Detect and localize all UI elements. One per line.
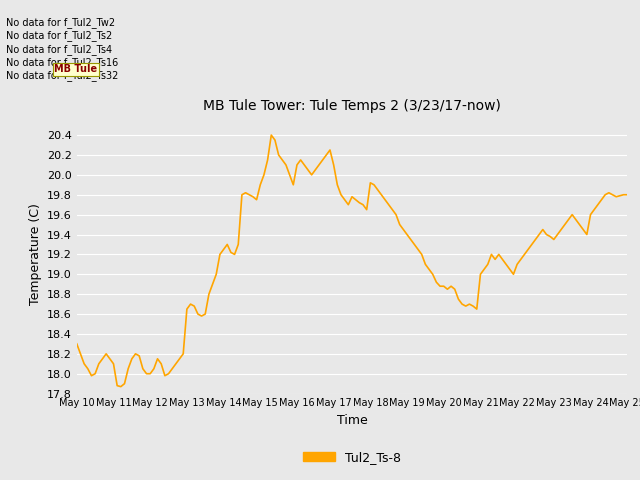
Text: No data for f_Tul2_Tw2: No data for f_Tul2_Tw2 [6, 17, 116, 28]
Text: MB Tule: MB Tule [54, 64, 97, 74]
Text: No data for f_Tul2_Ts32: No data for f_Tul2_Ts32 [6, 71, 119, 82]
Y-axis label: Temperature (C): Temperature (C) [29, 204, 42, 305]
Title: MB Tule Tower: Tule Temps 2 (3/23/17-now): MB Tule Tower: Tule Temps 2 (3/23/17-now… [203, 99, 501, 113]
Text: No data for f_Tul2_Ts16: No data for f_Tul2_Ts16 [6, 57, 118, 68]
Text: No data for f_Tul2_Ts4: No data for f_Tul2_Ts4 [6, 44, 113, 55]
X-axis label: Time: Time [337, 414, 367, 427]
Legend: Tul2_Ts-8: Tul2_Ts-8 [298, 446, 406, 469]
Text: No data for f_Tul2_Ts2: No data for f_Tul2_Ts2 [6, 30, 113, 41]
